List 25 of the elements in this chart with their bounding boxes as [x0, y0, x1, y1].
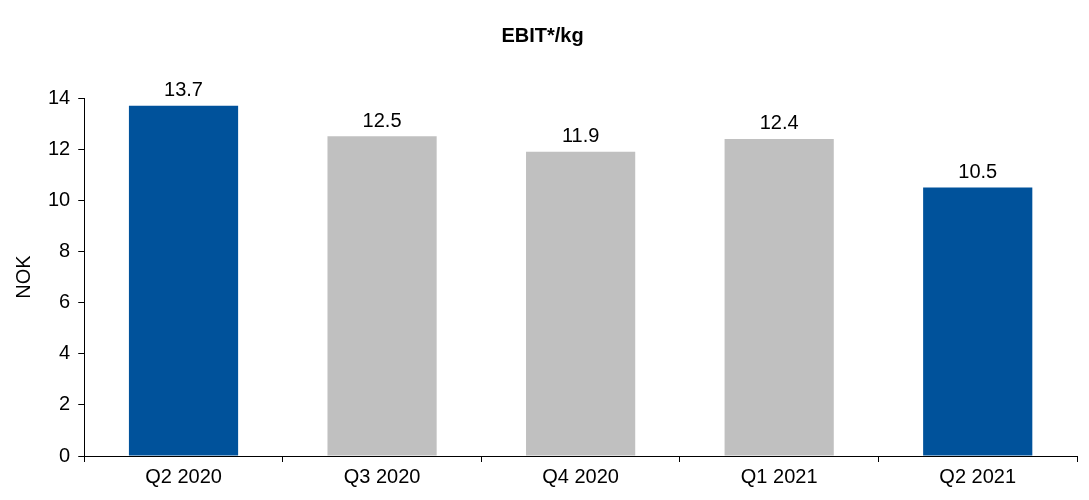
x-tick-label: Q2 2021 [939, 464, 1017, 487]
x-tick-label: Q4 2020 [542, 464, 619, 487]
y-tick-label: 10 [48, 187, 71, 210]
data-label: 12.5 [362, 108, 402, 131]
y-axis-title: NOK [11, 254, 34, 299]
y-tick-label: 14 [48, 85, 71, 108]
y-tick-label: 6 [59, 290, 71, 313]
y-tick-label: 8 [59, 238, 71, 261]
y-tick-label: 0 [59, 443, 71, 466]
bar [526, 151, 636, 456]
data-label: 13.7 [164, 78, 203, 101]
data-label: 12.4 [759, 111, 799, 134]
y-tick-label: 2 [59, 392, 71, 415]
bar [923, 187, 1033, 456]
y-tick-label: 12 [48, 136, 71, 159]
y-tick-label: 4 [59, 341, 71, 364]
x-tick-label: Q2 2020 [145, 464, 222, 487]
bar [128, 105, 239, 456]
bar [327, 136, 437, 456]
x-tick-label: Q3 2020 [343, 464, 421, 487]
bar [724, 138, 834, 456]
data-label: 10.5 [958, 160, 998, 183]
x-tick-label: Q1 2021 [740, 464, 818, 487]
data-label: 11.9 [561, 124, 600, 147]
chart-title: EBIT*/kg [501, 23, 584, 46]
